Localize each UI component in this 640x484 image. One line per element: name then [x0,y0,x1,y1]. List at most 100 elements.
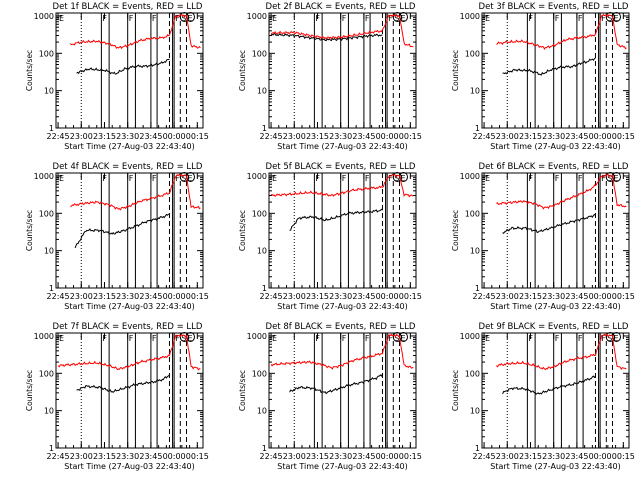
plot-frame [268,332,417,449]
x-tick-label: 23:00 [70,452,93,461]
x-tick-label: 23:45 [565,292,588,301]
marker-label: F [175,174,180,183]
x-tick-label: 23:30 [116,452,139,461]
y-tick-label: 100 [39,369,54,378]
y-tick-label: 10 [44,87,54,96]
marker-label: F [388,14,393,23]
lld-series-line [496,173,627,210]
y-tick-label: 1000 [460,332,480,341]
x-axis-label: Start Time (27-Aug-03 22:43:40) [277,462,408,471]
marker-label: S [394,14,399,23]
x-tick-label: 23:15 [93,452,116,461]
x-tick-label: 23:30 [329,292,352,301]
plot-frame [481,172,630,289]
y-tick-label: 1000 [247,12,267,21]
marker-label: F [315,174,320,183]
lld-series-line [496,333,627,371]
events-series-line [289,373,383,395]
plot-frame [268,12,417,129]
x-tick-label: 22:45 [473,452,496,461]
x-tick-label: 23:45 [139,452,162,461]
marker-label: F [578,174,583,183]
x-tick-label: 23:00 [496,292,519,301]
plot-frame [481,12,630,129]
marker-circle [392,332,402,342]
x-tick-label: 00:00 [376,292,399,301]
x-tick-label: 23:45 [352,292,375,301]
x-tick-label: 22:45 [473,292,496,301]
events-series-line [502,57,596,76]
marker-label: E [613,174,618,183]
y-tick-label: 100 [465,369,480,378]
marker-circle [605,12,615,22]
events-series-line [289,208,383,231]
detector-panel-1: Det 1f BLACK = Events, RED = LLD 1 10 100 10… [0,0,213,164]
x-tick-label: 23:30 [542,132,565,141]
chart-title: Det 1f BLACK = Events, RED = LLD [53,2,203,12]
marker-label: F [555,14,560,23]
y-tick-label: 1000 [460,12,480,21]
marker-label: S [607,14,612,23]
marker-label: E [485,174,490,183]
x-tick-label: 23:30 [329,452,352,461]
marker-circle [392,172,402,182]
x-tick-label: 23:30 [116,292,139,301]
marker-circle [605,172,615,182]
x-tick-label: 00:00 [163,132,186,141]
y-tick-label: 10 [44,247,54,256]
x-tick-label: 23:00 [283,292,306,301]
marker-label: E [272,174,277,183]
y-tick-label: 1 [49,124,54,133]
x-tick-label: 00:00 [376,452,399,461]
detector-panel-2: Det 2f BLACK = Events, RED = LLD 1 10 100 10… [213,0,426,164]
chart-title: Det 3f BLACK = Events, RED = LLD [479,2,629,12]
marker-label: F [601,14,606,23]
x-tick-label: 00:00 [589,132,612,141]
lld-series-line [70,173,201,211]
x-tick-label: 00:00 [376,132,399,141]
y-tick-label: 100 [465,209,480,218]
y-tick-label: 10 [257,407,267,416]
x-tick-label: 00:00 [163,452,186,461]
marker-label: S [181,174,186,183]
marker-label: F [578,334,583,343]
y-tick-label: 1000 [34,332,54,341]
marker-label: F [578,14,583,23]
marker-label: E [187,14,192,23]
panel-chart: Det 3f BLACK = Events, RED = LLD 1 10 100 10… [451,2,635,151]
marker-label: E [400,174,405,183]
x-tick-label: 23:00 [70,292,93,301]
panel-chart: Det 8f BLACK = Events, RED = LLD 1 10 100 10… [238,322,422,471]
marker-label: E [613,14,618,23]
marker-label: F [129,334,134,343]
events-series-line [76,374,170,393]
y-tick-label: 1 [262,124,267,133]
plot-frame [55,172,204,289]
y-tick-label: 1000 [34,172,54,181]
y-tick-label: 100 [39,49,54,58]
y-tick-label: 1000 [247,332,267,341]
x-tick-label: 23:00 [283,452,306,461]
events-series-line [76,58,170,75]
marker-label: E [400,334,405,343]
detector-panel-8: Det 8f BLACK = Events, RED = LLD 1 10 100 10… [213,320,426,484]
chart-title: Det 6f BLACK = Events, RED = LLD [479,162,629,172]
x-tick-label: 23:45 [352,132,375,141]
x-tick-label: 23:30 [116,132,139,141]
y-tick-label: 1000 [460,172,480,181]
panel-chart: Det 9f BLACK = Events, RED = LLD 1 10 100 10… [451,322,635,471]
marker-label: S [607,174,612,183]
x-axis-label: Start Time (27-Aug-03 22:43:40) [64,302,195,311]
x-tick-label: 00:15 [612,452,635,461]
chart-title: Det 5f BLACK = Events, RED = LLD [266,162,416,172]
panel-chart: Det 7f BLACK = Events, RED = LLD 1 10 100 10… [25,322,209,471]
marker-label: F [601,334,606,343]
panel-chart: Det 1f BLACK = Events, RED = LLD 1 10 100 10… [25,2,209,151]
marker-label: F [315,14,320,23]
y-axis-label: Counts/sec [451,50,460,91]
y-tick-label: 1 [262,284,267,293]
marker-label: E [485,334,490,343]
marker-label: F [342,14,347,23]
y-tick-label: 10 [470,407,480,416]
marker-label: F [365,174,370,183]
